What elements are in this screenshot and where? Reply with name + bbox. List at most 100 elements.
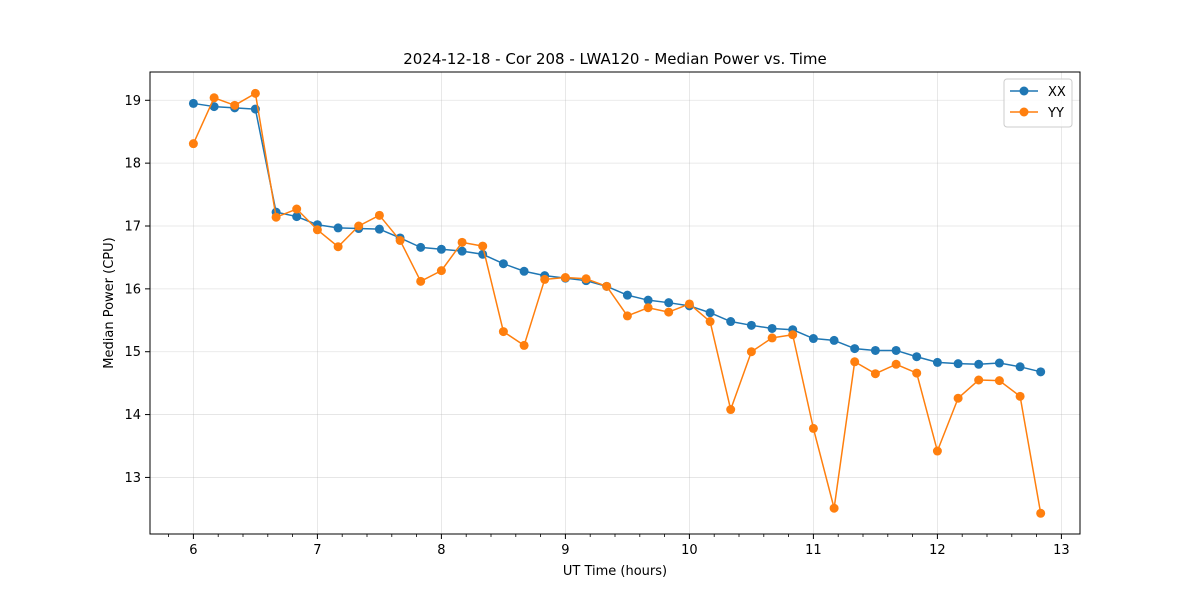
- series-yy: [188, 88, 1046, 518]
- data-point-xx: [457, 246, 467, 256]
- data-point-yy: [953, 393, 963, 403]
- data-point-xx: [664, 298, 674, 308]
- data-point-xx: [436, 244, 446, 254]
- data-point-xx: [622, 290, 632, 300]
- data-point-xx: [767, 323, 777, 333]
- data-point-yy: [374, 210, 384, 220]
- data-point-yy: [540, 274, 550, 284]
- data-point-yy: [850, 357, 860, 367]
- data-point-yy: [602, 281, 612, 291]
- data-point-xx: [994, 358, 1004, 368]
- data-point-yy: [312, 225, 322, 235]
- legend: XX YY: [1003, 78, 1073, 128]
- data-point-yy: [788, 330, 798, 340]
- axis-ticks: 6 7 8 9 10 11 12 13 13 14 15 16 17 18 19: [124, 94, 1069, 558]
- data-point-xx: [891, 345, 901, 355]
- data-point-yy: [726, 405, 736, 415]
- data-point-yy: [498, 327, 508, 337]
- data-point-yy: [643, 303, 653, 313]
- legend-label-xx: XX: [1048, 85, 1066, 100]
- data-point-yy: [354, 221, 364, 231]
- data-point-yy: [333, 242, 343, 252]
- data-point-xx: [643, 295, 653, 305]
- data-point-yy: [188, 139, 198, 149]
- x-tick-label: 10: [681, 543, 698, 558]
- data-point-xx: [953, 359, 963, 369]
- data-point-yy: [994, 376, 1004, 386]
- data-point-yy: [292, 204, 302, 214]
- data-point-xx: [333, 223, 343, 233]
- data-point-xx: [292, 212, 302, 222]
- x-tick-label: 7: [313, 543, 321, 558]
- data-point-yy: [684, 299, 694, 309]
- data-point-yy: [1036, 508, 1046, 518]
- data-point-xx: [519, 266, 529, 276]
- data-point-xx: [912, 352, 922, 362]
- y-axis-label: Median Power (CPU): [102, 237, 117, 368]
- data-point-xx: [188, 98, 198, 108]
- data-point-xx: [726, 317, 736, 327]
- data-point-xx: [1036, 367, 1046, 377]
- data-point-yy: [519, 340, 529, 350]
- x-tick-label: 11: [805, 543, 822, 558]
- y-tick-label: 13: [124, 471, 141, 486]
- data-point-yy: [1015, 391, 1025, 401]
- data-point-yy: [457, 237, 467, 247]
- data-point-yy: [808, 423, 818, 433]
- plot-area-frame: [149, 71, 1081, 535]
- data-point-yy: [746, 347, 756, 357]
- data-point-xx: [705, 308, 715, 318]
- data-point-yy: [705, 317, 715, 327]
- data-point-yy: [395, 235, 405, 245]
- data-point-xx: [850, 344, 860, 354]
- data-point-xx: [974, 359, 984, 369]
- data-point-yy: [974, 375, 984, 385]
- data-point-xx: [870, 345, 880, 355]
- x-tick-label: 6: [189, 543, 197, 558]
- data-point-yy: [932, 446, 942, 456]
- series-xx: [188, 98, 1046, 377]
- data-point-yy: [271, 212, 281, 222]
- legend-marker-yy: [1019, 107, 1029, 117]
- x-axis-label: UT Time (hours): [563, 564, 667, 579]
- legend-marker-xx: [1019, 86, 1029, 96]
- grid: [150, 72, 1080, 534]
- data-point-xx: [829, 335, 839, 345]
- data-point-yy: [912, 368, 922, 378]
- data-point-xx: [416, 242, 426, 252]
- data-point-yy: [478, 241, 488, 251]
- data-point-yy: [829, 503, 839, 513]
- data-point-yy: [581, 274, 591, 284]
- data-point-yy: [560, 273, 570, 283]
- legend-label-yy: YY: [1047, 106, 1064, 121]
- data-point-yy: [209, 93, 219, 103]
- data-point-yy: [891, 359, 901, 369]
- x-tick-label: 9: [561, 543, 569, 558]
- data-point-yy: [250, 88, 260, 98]
- data-point-yy: [870, 369, 880, 379]
- x-tick-label: 8: [437, 543, 445, 558]
- data-point-xx: [808, 334, 818, 344]
- x-tick-label: 12: [929, 543, 946, 558]
- y-tick-label: 19: [124, 94, 141, 109]
- data-point-yy: [230, 100, 240, 110]
- data-point-yy: [622, 311, 632, 321]
- y-tick-label: 16: [124, 282, 141, 297]
- data-point-yy: [767, 333, 777, 343]
- y-tick-label: 14: [124, 408, 141, 423]
- data-point-yy: [416, 276, 426, 286]
- y-tick-label: 18: [124, 157, 141, 172]
- data-point-xx: [498, 259, 508, 269]
- y-tick-label: 15: [124, 345, 141, 360]
- data-point-xx: [374, 224, 384, 234]
- y-tick-label: 17: [124, 220, 141, 235]
- x-tick-label: 13: [1053, 543, 1070, 558]
- series-line-xx: [193, 102, 1041, 373]
- data-point-xx: [1015, 362, 1025, 372]
- data-point-yy: [436, 266, 446, 276]
- chart-title: 2024-12-18 - Cor 208 - LWA120 - Median P…: [403, 50, 827, 68]
- data-point-yy: [664, 307, 674, 317]
- data-point-xx: [746, 320, 756, 330]
- data-point-xx: [932, 357, 942, 367]
